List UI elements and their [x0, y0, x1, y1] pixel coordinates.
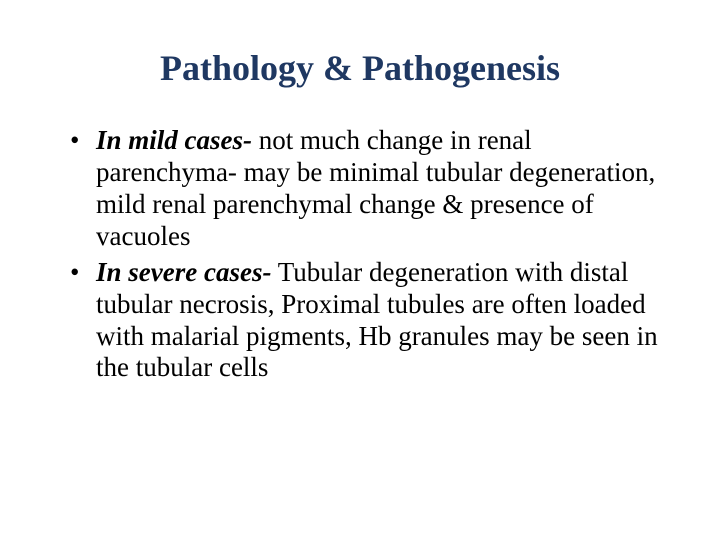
bullet-list: In mild cases- not much change in renal …: [68, 125, 660, 384]
slide: Pathology & Pathogenesis In mild cases- …: [0, 0, 720, 540]
bullet-lead: In severe cases-: [96, 257, 271, 287]
list-item: In severe cases- Tubular degeneration wi…: [68, 257, 660, 384]
slide-title: Pathology & Pathogenesis: [60, 48, 660, 89]
list-item: In mild cases- not much change in renal …: [68, 125, 660, 252]
bullet-lead: In mild cases-: [96, 125, 252, 155]
